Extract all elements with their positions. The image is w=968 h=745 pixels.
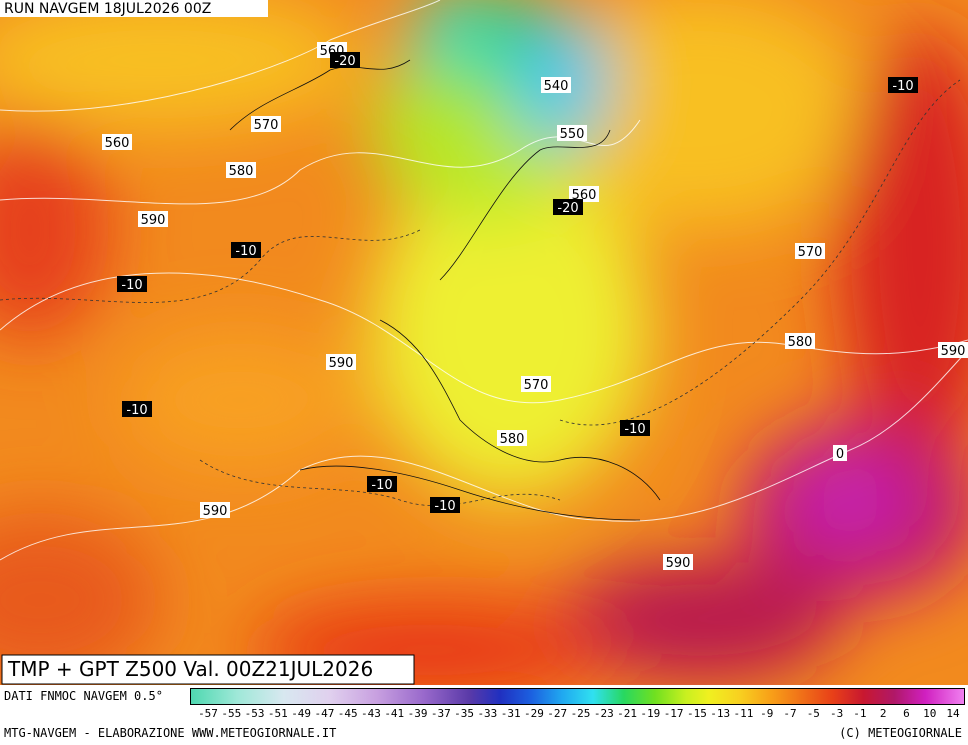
colorbar-tick: -31: [500, 707, 521, 720]
colorbar-tick: -27: [547, 707, 568, 720]
colorbar-tick: -23: [593, 707, 614, 720]
label-box: [122, 401, 152, 417]
temperature-field: [0, 0, 968, 685]
label-box: [938, 342, 968, 358]
colorbar-tick: -13: [710, 707, 731, 720]
label-box: [795, 243, 825, 259]
colorbar-tick: -57: [198, 707, 218, 720]
label-box: [620, 420, 650, 436]
label-box: [138, 211, 168, 227]
label-box: [497, 430, 527, 446]
contour-label: 550: [560, 127, 585, 142]
colorbar-tick: -53: [244, 707, 265, 720]
colorbar-tick: -29: [524, 707, 544, 720]
contour-label: 540: [544, 79, 569, 94]
contour-label: 580: [229, 164, 254, 179]
contour-label: 590: [329, 356, 354, 371]
colorbar-tick: -5: [806, 707, 820, 720]
colorbar-tick: -11: [733, 707, 754, 720]
colorbar-tick: -55: [221, 707, 242, 720]
colorbar-tick: -21: [617, 707, 637, 720]
title-box: [1, 654, 415, 685]
label-box: [553, 199, 583, 215]
contour-label: 580: [788, 335, 813, 350]
colorbar-tick: -49: [291, 707, 312, 720]
label-box: [569, 186, 599, 202]
run-box: [0, 0, 268, 17]
label-box: [430, 497, 460, 513]
contour-label: -10: [892, 79, 913, 94]
colorbar-tick: 6: [903, 707, 910, 720]
contour-label: 590: [666, 556, 691, 571]
colorbar-tick: -35: [454, 707, 475, 720]
label-box: [521, 376, 551, 392]
map-title: TMP + GPT Z500 Val. 00Z21JUL2026: [7, 657, 373, 681]
label-box: [102, 134, 132, 150]
label-box: [785, 333, 815, 349]
contour-label: 580: [500, 432, 525, 447]
contour-label: 570: [798, 245, 823, 260]
colorbar-tick: -39: [407, 707, 428, 720]
label-box: [541, 77, 571, 93]
colorbar-tick: -15: [686, 707, 707, 720]
contour-label: 570: [524, 378, 549, 393]
contour-label: 590: [141, 213, 166, 228]
label-box: [117, 276, 147, 292]
contour-label: -10: [371, 478, 392, 493]
label-box: [330, 52, 360, 68]
contour-label: 560: [105, 136, 130, 151]
contour-label: -10: [624, 422, 645, 437]
label-box: [200, 502, 230, 518]
footer-left: MTG-NAVGEM - ELABORAZIONE WWW.METEOGIORN…: [4, 726, 337, 740]
contour-label: 0: [836, 447, 844, 462]
label-box: [367, 476, 397, 492]
contour-label: 590: [203, 504, 228, 519]
label-box: [833, 445, 847, 461]
colorbar-tick: -47: [314, 707, 335, 720]
colorbar-tick: -33: [477, 707, 498, 720]
contour-label: -10: [126, 403, 147, 418]
label-box: [663, 554, 693, 570]
colorbar-tick: -17: [663, 707, 684, 720]
colorbar-tick: -37: [430, 707, 451, 720]
colorbar-tick: -51: [267, 707, 288, 720]
contour-label: -10: [235, 244, 256, 259]
colorbar-tick: 2: [879, 707, 887, 720]
label-box: [326, 354, 356, 370]
contour-label: 590: [941, 344, 966, 359]
label-box: [251, 116, 281, 132]
colorbar: [190, 688, 965, 705]
label-box: [226, 162, 256, 178]
contour-label: -20: [557, 201, 578, 216]
colorbar-tick: -1: [853, 707, 867, 720]
colorbar-tick: -9: [760, 707, 774, 720]
colorbar-tick: -43: [361, 707, 381, 720]
run-label: RUN NAVGEM 18JUL2026 00Z: [4, 1, 211, 17]
footer-right: (C) METEOGIORNALE: [839, 726, 962, 740]
colorbar-tick: -3: [829, 707, 844, 720]
colorbar-tick: -7: [783, 707, 797, 720]
source-label: DATI FNMOC NAVGEM 0.5°: [4, 689, 163, 703]
label-box: [557, 125, 587, 141]
colorbar-tick: -25: [570, 707, 591, 720]
colorbar-tick: 14: [946, 707, 960, 720]
contour-label: -10: [434, 499, 455, 514]
contour-label: 570: [254, 118, 279, 133]
contour-label: -10: [121, 278, 142, 293]
label-box: [888, 77, 918, 93]
colorbar-tick: 10: [923, 707, 937, 720]
contour-label: -20: [334, 54, 355, 69]
colorbar-tick: -41: [384, 707, 405, 720]
colorbar-tick: -45: [337, 707, 358, 720]
colorbar-tick: -19: [640, 707, 661, 720]
label-box: [231, 242, 261, 258]
